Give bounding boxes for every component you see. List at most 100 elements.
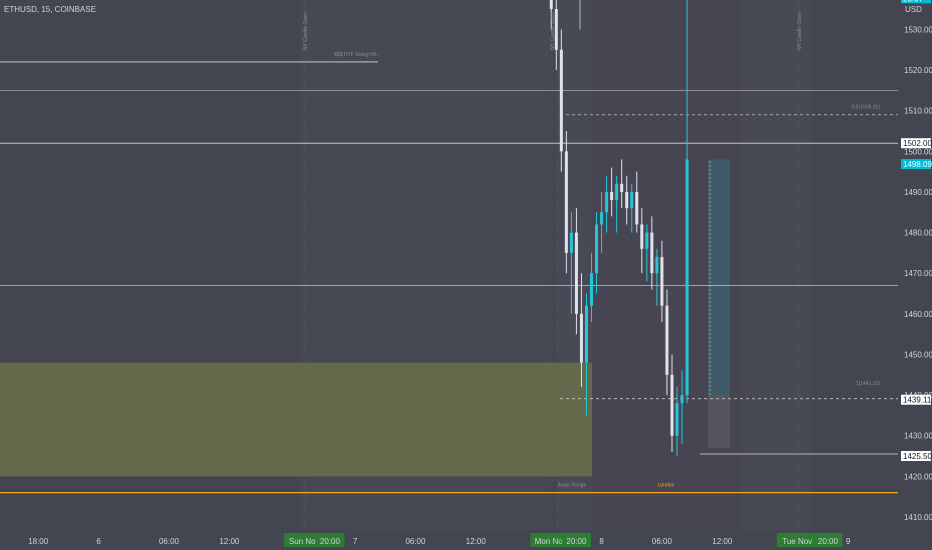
candle[interactable] xyxy=(625,175,629,225)
time-tick-label: 6 xyxy=(96,537,101,546)
price-tag-label: 1498.09 xyxy=(903,160,932,169)
price-tag-box xyxy=(901,451,931,462)
candle[interactable] xyxy=(600,191,604,253)
currency-label: USD xyxy=(905,5,922,14)
candle[interactable] xyxy=(645,224,649,282)
candle-body xyxy=(559,49,563,152)
candle-body xyxy=(620,183,624,192)
candle-body xyxy=(675,403,679,436)
candle[interactable] xyxy=(670,354,674,452)
candle[interactable] xyxy=(675,386,679,457)
candle[interactable] xyxy=(655,248,659,306)
price-tag[interactable]: 1439.11 xyxy=(901,394,932,405)
candle-body xyxy=(645,232,649,249)
time-highlight-box xyxy=(315,533,345,547)
candle-body xyxy=(640,224,644,249)
candle-body xyxy=(579,313,583,363)
candle-body xyxy=(635,191,639,225)
candle[interactable] xyxy=(584,293,588,416)
candle-body xyxy=(650,232,654,274)
candle[interactable] xyxy=(590,252,594,322)
candle[interactable] xyxy=(559,29,563,172)
ny-open-label: NY Candle Open xyxy=(797,12,803,50)
time-tick-label: 8 xyxy=(599,537,604,546)
price-axis[interactable]: 1410.001420.001430.001440.001450.001460.… xyxy=(900,0,932,550)
price-tag-label: 1439.11 xyxy=(903,396,932,405)
price-tag[interactable]: 1498.09 xyxy=(901,159,932,170)
price-tag[interactable]: 1425.50 xyxy=(901,451,932,462)
price-tag[interactable]: 23:07 xyxy=(901,0,931,4)
chart-annotation: 1(1441.22) xyxy=(856,381,881,387)
candle-body xyxy=(685,159,689,396)
time-highlight-label: 20:00 xyxy=(818,537,839,546)
liquidity-target-line xyxy=(579,0,581,30)
candle[interactable] xyxy=(595,212,599,294)
candle[interactable] xyxy=(665,289,669,396)
candle[interactable] xyxy=(564,131,568,274)
time-tick-label: 12:00 xyxy=(466,537,487,546)
time-highlight-label: Tue Nov 08 xyxy=(782,537,824,546)
time-axis[interactable]: 18:00 6 06:00 12:00 7 06:00 12:00 8 06:00 12:00 9 S… xyxy=(0,530,900,550)
ny-open-label: NY Candle Open xyxy=(550,12,556,50)
candle[interactable] xyxy=(615,175,619,233)
time-highlight-label: Mon Nov 07 xyxy=(535,537,579,546)
time-highlight-tick[interactable]: 20:00 xyxy=(813,533,843,547)
price-tick-label: 1420.00 xyxy=(904,472,932,481)
time-tick-label: 06:00 xyxy=(405,537,426,546)
position-stop-zone xyxy=(708,395,730,448)
candle-body xyxy=(549,0,553,10)
candle[interactable] xyxy=(574,208,578,335)
price-tag[interactable]: 1502.00 xyxy=(901,138,932,149)
candle[interactable] xyxy=(549,0,553,30)
position-target-zone xyxy=(708,159,730,448)
candle[interactable] xyxy=(635,171,639,233)
price-tag-box xyxy=(901,394,931,405)
candle[interactable] xyxy=(554,0,558,71)
candle-body xyxy=(595,224,599,274)
candle-body xyxy=(554,9,558,50)
time-tick-label: 12:00 xyxy=(219,537,240,546)
price-tick-label: 1450.00 xyxy=(904,350,932,359)
candle-body xyxy=(625,191,629,209)
candle[interactable] xyxy=(579,273,583,387)
chart-annotation: $$$ HTF Swing H/L xyxy=(334,52,378,58)
candle-body xyxy=(569,232,573,253)
candle-body xyxy=(610,191,614,201)
levels-layer xyxy=(0,0,898,494)
candle-body xyxy=(655,256,659,274)
price-tick-label: 1510.00 xyxy=(904,107,932,116)
time-axis-background xyxy=(0,530,900,550)
annotations-layer: NY Candle Open NY Candle Open NY Candle Op… xyxy=(303,12,881,488)
candle-body xyxy=(564,151,568,253)
candle-body xyxy=(605,191,609,213)
time-highlight-label: Sun Nov 06 xyxy=(289,537,331,546)
candle[interactable] xyxy=(610,167,614,217)
price-tick-label: 1530.00 xyxy=(904,25,932,34)
price-tick-label: 1480.00 xyxy=(904,229,932,238)
candle[interactable] xyxy=(630,183,634,233)
price-tag-box xyxy=(901,138,931,149)
chart-annotation: 0.5(1509.01) xyxy=(852,105,881,111)
candle[interactable] xyxy=(650,216,654,290)
candle[interactable] xyxy=(569,212,573,314)
candle[interactable] xyxy=(685,0,689,404)
symbol-title: ETHUSD, 15, COINBASE xyxy=(4,5,96,14)
demand-zone xyxy=(0,362,592,477)
time-tick-label: 06:00 xyxy=(159,537,180,546)
time-highlight-label: 20:00 xyxy=(320,537,341,546)
candle[interactable] xyxy=(605,175,609,233)
candle[interactable] xyxy=(640,208,644,274)
time-highlight-tick[interactable]: 20:00 xyxy=(561,533,591,547)
time-tick-label: 12:00 xyxy=(712,537,733,546)
candle[interactable] xyxy=(680,370,684,444)
candle-body xyxy=(600,212,604,225)
time-tick-label: 7 xyxy=(353,537,358,546)
candles-layer[interactable] xyxy=(2,0,689,457)
candle[interactable] xyxy=(660,240,664,322)
candle[interactable] xyxy=(620,159,624,209)
candle-body xyxy=(630,191,634,209)
candle-body xyxy=(584,305,588,363)
price-tick-label: 1490.00 xyxy=(904,188,932,197)
time-highlight-tick[interactable]: 20:00 xyxy=(315,533,345,547)
